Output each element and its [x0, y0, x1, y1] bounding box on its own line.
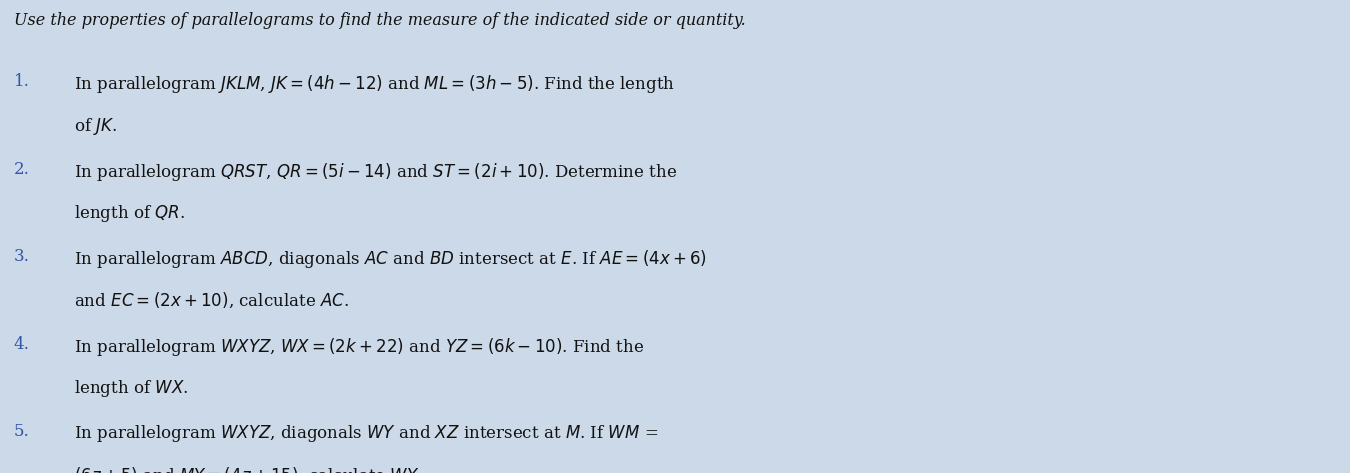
- Text: In parallelogram $JKLM$, $JK = (4h-12)$ and $ML = (3h-5)$. Find the length: In parallelogram $JKLM$, $JK = (4h-12)$ …: [74, 73, 675, 96]
- Text: Use the properties of parallelograms to find the measure of the indicated side o: Use the properties of parallelograms to …: [14, 12, 745, 29]
- Text: and $EC = (2x+10)$, calculate $AC$.: and $EC = (2x+10)$, calculate $AC$.: [74, 291, 350, 310]
- Text: 1.: 1.: [14, 73, 30, 90]
- Text: 5.: 5.: [14, 423, 30, 440]
- Text: In parallelogram $QRST$, $QR = (5i-14)$ and $ST = (2i+10)$. Determine the: In parallelogram $QRST$, $QR = (5i-14)$ …: [74, 161, 678, 183]
- Text: length of $QR$.: length of $QR$.: [74, 203, 185, 224]
- Text: In parallelogram $WXYZ$, diagonals $WY$ and $XZ$ intersect at $M$. If $WM$ =: In parallelogram $WXYZ$, diagonals $WY$ …: [74, 423, 659, 444]
- Text: length of $WX$.: length of $WX$.: [74, 378, 189, 399]
- Text: In parallelogram $ABCD$, diagonals $AC$ and $BD$ intersect at $E$. If $AE = (4x+: In parallelogram $ABCD$, diagonals $AC$ …: [74, 248, 707, 271]
- Text: 2.: 2.: [14, 161, 30, 178]
- Text: $(6z+5)$ and $MY = (4z+15)$, calculate $WY$.: $(6z+5)$ and $MY = (4z+15)$, calculate $…: [74, 466, 423, 473]
- Text: In parallelogram $WXYZ$, $WX = (2k+22)$ and $YZ = (6k-10)$. Find the: In parallelogram $WXYZ$, $WX = (2k+22)$ …: [74, 336, 644, 358]
- Text: 3.: 3.: [14, 248, 30, 265]
- Text: of $JK$.: of $JK$.: [74, 116, 117, 137]
- Text: 4.: 4.: [14, 336, 30, 353]
